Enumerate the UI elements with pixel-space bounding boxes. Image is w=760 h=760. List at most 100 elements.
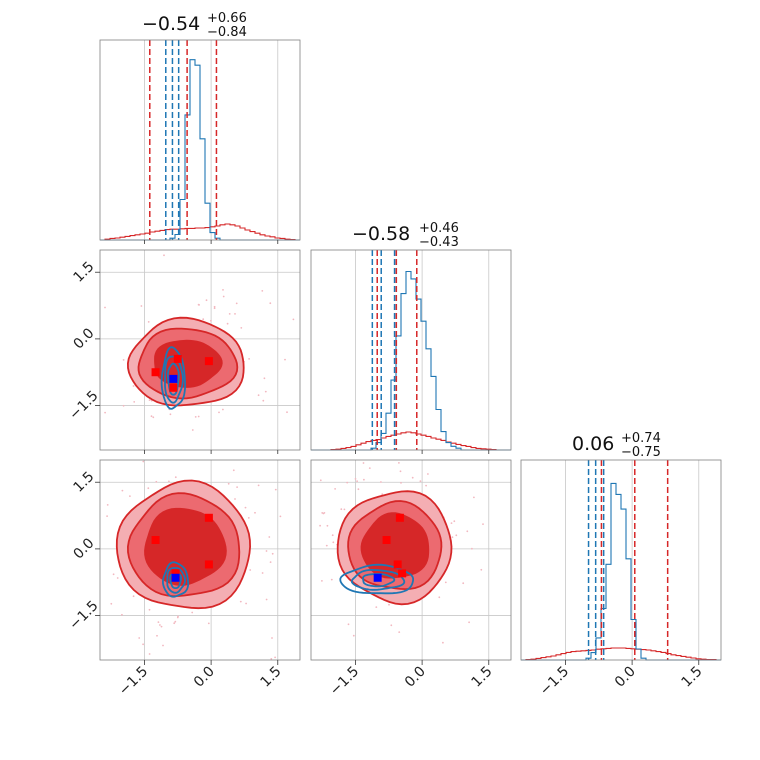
title-param-0-sub: −0.84 (207, 25, 247, 40)
contour-panel-2-1-sample-dot (362, 462, 365, 464)
contour-panel-2-0-sample-dot (147, 487, 150, 490)
contour-panel-1-0-sample-dot (205, 299, 208, 302)
contour-panel-2-1-sample-dot (356, 480, 358, 483)
x-tick-label-2-1: 0.0 (612, 664, 639, 691)
contour-panel-2-1-sample-dot (332, 541, 335, 544)
contour-panel-2-1-red-point-0 (395, 513, 404, 522)
contour-panel-2-0-red-point-3 (171, 569, 180, 578)
contour-panel-2-1-sample-dot (330, 578, 333, 581)
hist-panel-2-red-histogram (521, 647, 721, 661)
contour-panel-2-0-sample-dot (257, 484, 260, 487)
contour-panel-2-0-sample-dot (270, 658, 273, 660)
contour-panel-2-0-sample-dot (236, 486, 239, 488)
contour-panel-2-0-sample-dot (112, 573, 115, 576)
x-tick-label-0-1: 0.0 (191, 664, 218, 691)
contour-panel-2-1-sample-dot (381, 493, 384, 496)
contour-panel-2-0-sample-dot (121, 489, 124, 492)
contour-panel-1-0-sample-dot (235, 302, 238, 305)
contour-panel-2-1-sample-dot (354, 478, 357, 480)
contour-panel-2-1-sample-dot (319, 524, 321, 527)
contour-panel-2-1-red-point-1 (382, 536, 391, 544)
contour-panel-1-0-sample-dot (197, 303, 200, 306)
contour-panel-1-0-sample-dot (257, 394, 260, 397)
contour-panel-2-0-sample-dot (174, 476, 177, 479)
contour-panel-2-1-sample-dot (388, 603, 390, 606)
contour-panel-2-0-sample-dot (227, 482, 230, 485)
hist-panel-1-blue-histogram (311, 270, 511, 451)
contour-panel-2-0-sample-dot (254, 511, 256, 514)
contour-panel-2-0-sample-dot (234, 498, 236, 500)
contour-panel-1-0-sample-dot (264, 390, 267, 393)
contour-panel-2-0-sample-dot (155, 480, 158, 483)
contour-panel-2-1-sample-dot (380, 481, 382, 483)
contour-panel-2-0-blue-point-0 (171, 573, 180, 582)
contour-panel-1-0-sample-dot (197, 415, 200, 418)
contour-panel-1-0-sample-dot (248, 358, 251, 360)
contour-panel-1-0-blue-contour-0 (166, 362, 180, 396)
contour-panel-2-1-sample-dot (357, 488, 360, 491)
contour-panel-2-0-sample-dot (247, 517, 250, 519)
contour-panel-1-0-sample-dot (191, 429, 194, 431)
contour-panel-2-1-sample-dot (438, 596, 441, 599)
contour-panel-1-0-sample-dot (269, 302, 272, 305)
contour-panel-1-0-sample-dot (213, 307, 216, 310)
contour-panel-1-0-sample-dot (104, 306, 106, 309)
contour-panel-1-0-sample-dot (194, 416, 197, 418)
title-param-1-sub: −0.43 (419, 235, 459, 250)
contour-panel-2-0-sample-dot (261, 572, 264, 574)
title-param-2-sub: −0.75 (621, 445, 661, 460)
contour-panel-2-0-sample-dot (157, 621, 160, 623)
contour-panel-2-0-red-point-2 (204, 560, 213, 569)
contour-panel-2-1-sample-dot (427, 473, 429, 475)
contour-panel-2-1-sample-dot (453, 520, 456, 523)
title-param-0-sup: +0.66 (207, 11, 247, 26)
x-tick-label-1-2: 1.5 (469, 664, 496, 691)
contour-panel-1-0-blue-point-0 (169, 374, 178, 383)
contour-panel-1-0-sample-dot (147, 321, 150, 323)
contour-panel-1-0-sample-dot (202, 318, 205, 321)
contour-panel-1-0-sample-dot (218, 411, 220, 414)
contour-panel-2-0-sample-dot (148, 608, 151, 611)
contour-panel-2-0-sample-dot (249, 569, 252, 571)
contour-panel-2-1-blue-contour-0 (362, 573, 396, 588)
contour-panel-1-0-frame (99, 249, 301, 451)
contour-panel-2-0-sample-dot (110, 602, 113, 605)
contour-panel-1-0-sample-dot (122, 359, 125, 361)
title-param-1-sup: +0.46 (419, 221, 459, 236)
contour-panel-2-0-sample-dot (269, 561, 272, 563)
contour-panel-2-0-sample-dot (265, 598, 268, 601)
contour-panel-2-1-sample-dot (319, 479, 322, 482)
x-tick-label-0-2: 1.5 (258, 664, 285, 691)
contour-panel-2-0-sample-dot (271, 552, 274, 555)
contour-panel-2-1-sample-dot (442, 641, 444, 644)
contour-panel-1-0-sample-dot (140, 305, 143, 307)
contour-panel-2-0-sample-dot (156, 634, 158, 637)
hist-panel-2-blue-histogram (521, 482, 721, 661)
contour-panel-1-0-sample-dot (292, 318, 295, 321)
contour-panel-1-0-red-point-0 (151, 368, 160, 377)
hist-panel-1-red-histogram (311, 431, 511, 451)
contour-panel-2-0-sample-dot (245, 602, 248, 605)
contour-panel-2-1-sample-dot (400, 482, 402, 484)
title-param-2-main: 0.06 (572, 433, 614, 455)
x-tick-label-0-0: −1.5 (116, 664, 151, 699)
contour-panel-2-0-sample-dot (121, 613, 123, 616)
contour-panel-2-1-sample-dot (343, 508, 346, 511)
contour-panel-1-0-red-point-2 (204, 357, 213, 366)
contour-panel-2-1-sample-dot (346, 481, 349, 484)
contour-panel-2-0-red-point-0 (151, 536, 160, 544)
contour-panel-2-0-sample-dot (174, 620, 177, 623)
contour-panel-2-1-sample-dot (451, 536, 454, 539)
contour-panel-2-0-sample-dot (207, 622, 210, 625)
contour-panel-1-0-sample-dot (228, 313, 231, 315)
contour-panel-2-1-sample-dot (473, 496, 475, 499)
contour-panel-2-0-sample-dot (106, 515, 108, 517)
contour-panel-1-0-sample-dot (262, 399, 265, 402)
contour-panel-2-0-sample-dot (239, 600, 242, 603)
contour-panel-2-1-red-point-2 (393, 560, 402, 569)
contour-panel-2-0-sample-dot (168, 480, 170, 483)
contour-panel-2-0-sample-dot (106, 504, 109, 506)
contour-panel-1-0-sample-dot (150, 415, 153, 418)
contour-panel-1-0-sample-dot (240, 327, 243, 329)
